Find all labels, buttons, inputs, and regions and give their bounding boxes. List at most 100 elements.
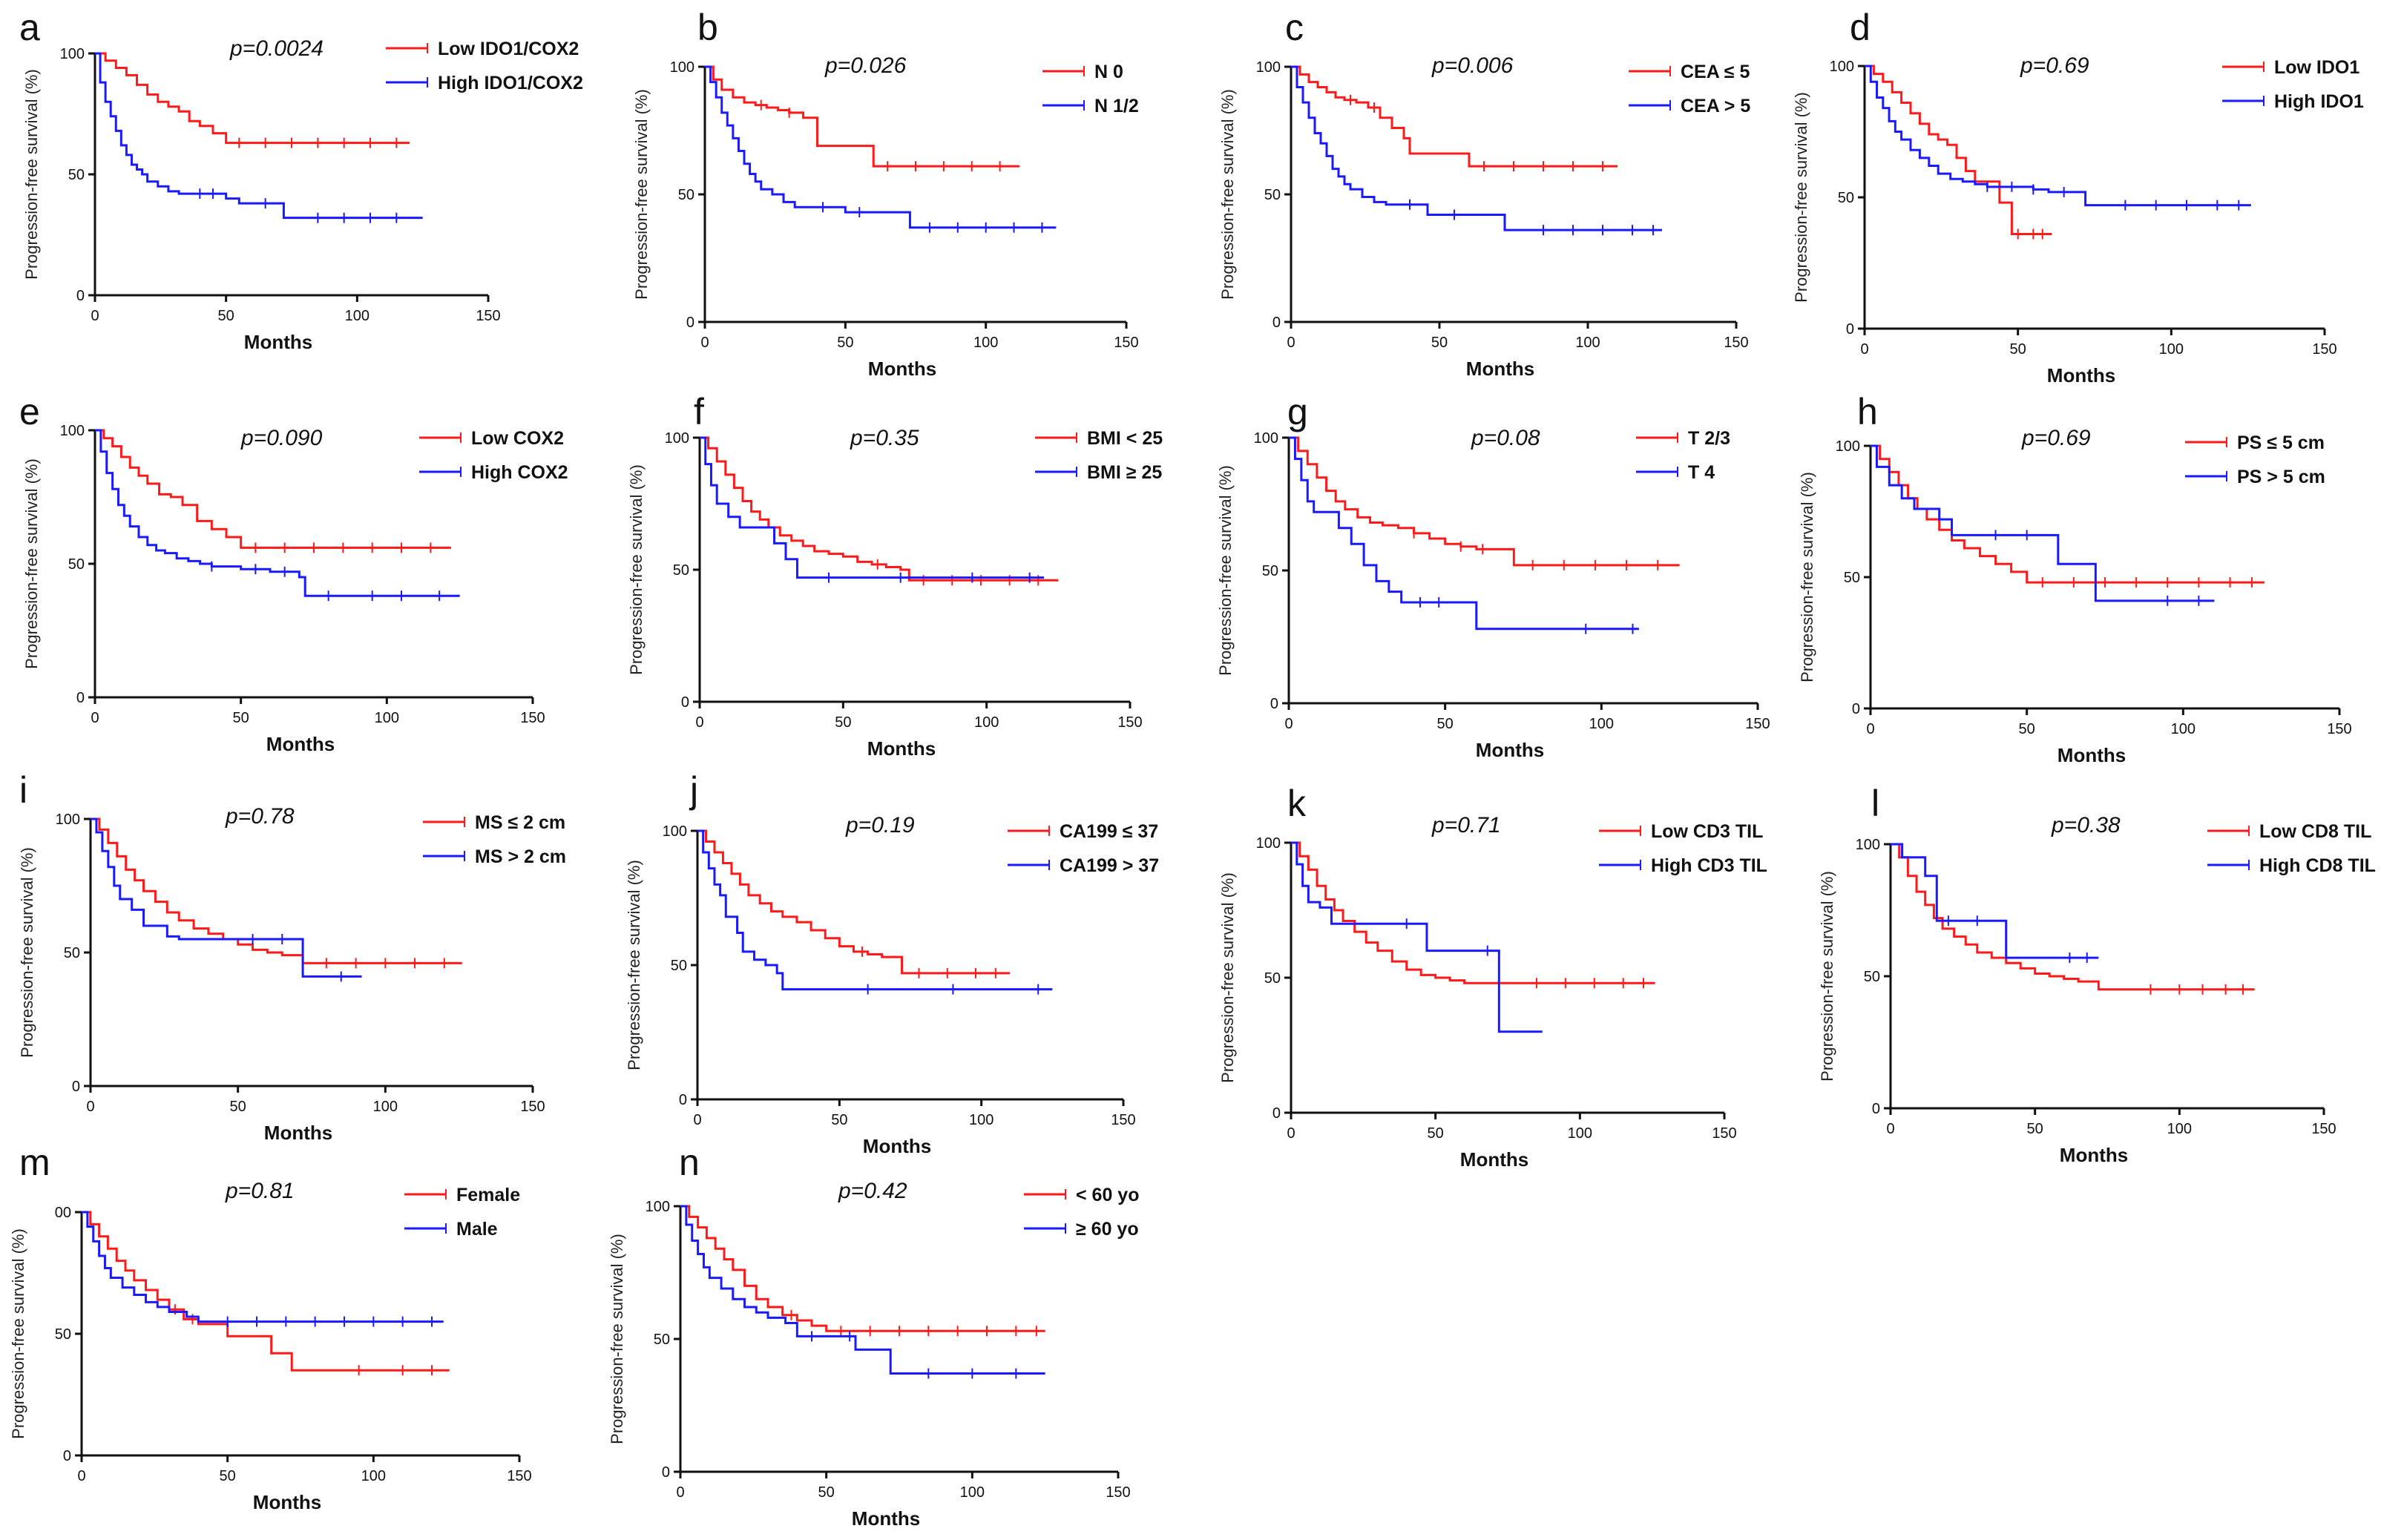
x-axis-label: Months — [1476, 739, 1544, 761]
panel-letter: c — [1285, 7, 1304, 48]
y-axis-label: Progression-free survival (%) — [1218, 89, 1237, 300]
y-tick-label: 0 — [679, 1092, 687, 1108]
km-curve-blue — [697, 829, 1053, 991]
km-curve-red — [1865, 65, 2052, 236]
x-tick-label: 100 — [1568, 1125, 1592, 1142]
legend-label: BMI ≥ 25 — [1087, 462, 1162, 483]
x-tick-label: 50 — [835, 714, 851, 731]
km-curve-blue — [1289, 436, 1639, 631]
y-tick-label: 0 — [681, 694, 689, 711]
x-axis-label: Months — [863, 1135, 931, 1157]
p-value: p=0.006 — [1431, 53, 1514, 78]
y-tick-label: 0 — [63, 1448, 71, 1464]
y-tick-label: 100 — [1836, 438, 1860, 455]
panel-letter: m — [19, 1142, 50, 1183]
legend-label: N 1/2 — [1094, 96, 1139, 116]
p-value: p=0.71 — [1431, 813, 1501, 838]
km-curve-blue — [1291, 841, 1543, 1033]
legend-label: Low IDO1/COX2 — [438, 39, 579, 59]
km-curve-red — [700, 436, 1059, 582]
km-curve-blue — [95, 429, 460, 597]
legend-label: PS > 5 cm — [2237, 467, 2325, 487]
x-tick-label: 0 — [1860, 341, 1868, 358]
p-value: p=0.026 — [824, 53, 907, 78]
y-tick-label: 0 — [1272, 315, 1281, 331]
p-value: p=0.69 — [2021, 426, 2091, 450]
x-tick-label: 100 — [974, 714, 999, 731]
y-axis-label: Progression-free survival (%) — [1818, 871, 1836, 1082]
y-tick-label: 50 — [678, 187, 694, 203]
y-tick-label: 100 — [670, 59, 694, 76]
x-tick-label: 150 — [1724, 335, 1748, 351]
y-tick-label: 0 — [662, 1464, 670, 1481]
x-tick-label: 150 — [1745, 716, 1770, 732]
x-axis-label: Months — [266, 733, 335, 755]
km-curve-red — [95, 52, 410, 145]
panel-l: l 0 50 100 150 0 50 100 Months Progression-free s… — [1818, 783, 2376, 1166]
y-tick-label: 100 — [60, 46, 85, 62]
legend-label: High IDO1/COX2 — [438, 73, 583, 93]
y-tick-label: 50 — [1264, 187, 1281, 203]
y-axis-label: Progression-free survival (%) — [632, 89, 651, 300]
p-value: p=0.81 — [225, 1179, 295, 1203]
p-value: p=0.42 — [838, 1179, 907, 1203]
x-axis-label: Months — [868, 358, 936, 380]
y-axis-label: Progression-free survival (%) — [22, 69, 41, 280]
legend-label: CA199 > 37 — [1060, 855, 1159, 876]
km-curve-blue — [1891, 843, 2099, 959]
panel-letter: e — [19, 391, 40, 432]
km-curve-red — [1289, 436, 1680, 567]
y-axis-label: Progression-free survival (%) — [1218, 872, 1237, 1083]
y-tick-label: 100 — [56, 812, 80, 828]
km-curve-red — [1291, 65, 1618, 168]
panel-j: j 0 50 100 150 0 50 100 Months Progression-free s… — [625, 769, 1159, 1157]
x-axis-label: Months — [867, 737, 936, 760]
x-tick-label: 50 — [233, 710, 249, 726]
panel-letter: l — [1871, 783, 1879, 824]
km-curve-blue — [680, 1205, 1045, 1375]
panel-c: c 0 50 100 150 0 50 100 Months Progression-free s… — [1218, 7, 1750, 380]
x-tick-label: 100 — [375, 710, 399, 726]
y-tick-label: 50 — [1864, 969, 1880, 985]
x-tick-label: 150 — [1111, 1112, 1135, 1128]
panel-letter: a — [19, 7, 40, 48]
p-value: p=0.08 — [1471, 426, 1540, 450]
km-curve-red — [82, 1211, 450, 1372]
km-curve-blue — [1865, 65, 2251, 207]
y-tick-label: 100 — [60, 423, 85, 439]
km-curve-blue — [91, 817, 362, 978]
legend-label: Low CD8 TIL — [2259, 821, 2371, 842]
panel-letter: d — [1850, 7, 1871, 48]
p-value: p=0.35 — [850, 426, 919, 450]
x-tick-label: 150 — [1114, 335, 1138, 351]
x-tick-label: 0 — [1866, 721, 1874, 737]
x-tick-label: 0 — [1287, 335, 1295, 351]
y-tick-label: 100 — [1856, 837, 1880, 853]
y-tick-label: 100 — [1256, 59, 1281, 76]
y-axis-label: Progression-free survival (%) — [1792, 92, 1810, 303]
x-tick-label: 50 — [831, 1112, 847, 1128]
x-tick-label: 50 — [818, 1484, 835, 1501]
km-curve-blue — [700, 436, 1044, 579]
y-tick-label: 0 — [686, 315, 694, 331]
km-curve-blue — [1871, 444, 2215, 602]
y-tick-label: 100 — [663, 823, 687, 840]
km-curve-blue — [82, 1211, 444, 1323]
p-value: p=0.19 — [845, 813, 915, 838]
x-tick-label: 150 — [1712, 1125, 1736, 1142]
x-tick-label: 0 — [86, 1099, 94, 1115]
panel-m: m 0 50 100 150 0 50 00 Months Progression-free su… — [9, 1142, 532, 1513]
legend-label: MS ≤ 2 cm — [475, 812, 565, 833]
legend-label: Low COX2 — [471, 428, 564, 449]
x-tick-label: 0 — [91, 308, 99, 324]
legend-label: ≥ 60 yo — [1076, 1219, 1139, 1240]
y-tick-label: 50 — [64, 945, 80, 961]
x-axis-label: Months — [264, 1122, 332, 1144]
x-tick-label: 150 — [507, 1468, 531, 1484]
x-axis-label: Months — [253, 1491, 321, 1513]
legend-label: High CD8 TIL — [2259, 855, 2376, 876]
y-axis-label: Progression-free survival (%) — [18, 847, 36, 1058]
x-tick-label: 50 — [2019, 721, 2035, 737]
panel-letter: h — [1857, 391, 1878, 432]
